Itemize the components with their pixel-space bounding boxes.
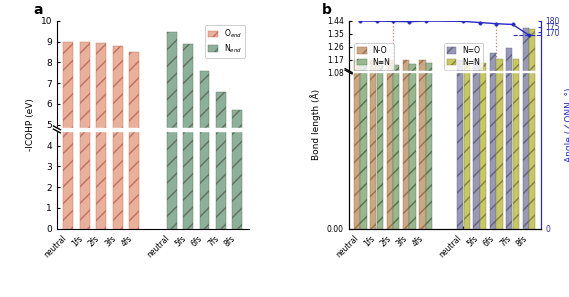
- Bar: [370, 60, 376, 229]
- Bar: [167, 31, 176, 229]
- Bar: [529, 29, 535, 229]
- Bar: [354, 60, 360, 229]
- Bar: [129, 52, 139, 229]
- Bar: [96, 43, 106, 229]
- Bar: [506, 48, 513, 229]
- Bar: [216, 92, 226, 229]
- Bar: [403, 60, 409, 229]
- Bar: [393, 65, 399, 229]
- Legend: N=O, N=N: N=O, N=N: [444, 43, 484, 70]
- Y-axis label: Angle (∠ONN, °): Angle (∠ONN, °): [566, 88, 569, 162]
- Bar: [464, 63, 470, 229]
- Bar: [386, 60, 393, 229]
- Text: b: b: [321, 3, 332, 17]
- Bar: [473, 59, 480, 229]
- Y-axis label: Bond length (Å): Bond length (Å): [310, 89, 321, 160]
- Text: a: a: [34, 3, 43, 17]
- Y-axis label: -ICOHP (eV): -ICOHP (eV): [26, 98, 35, 151]
- Bar: [457, 60, 463, 229]
- Bar: [490, 53, 496, 229]
- Bar: [183, 44, 193, 229]
- Bar: [523, 28, 529, 229]
- Bar: [426, 63, 432, 229]
- Bar: [232, 110, 242, 229]
- Bar: [410, 64, 416, 229]
- Bar: [419, 60, 426, 229]
- Bar: [113, 46, 122, 229]
- Bar: [360, 65, 366, 229]
- Bar: [496, 59, 502, 229]
- Bar: [480, 63, 486, 229]
- Bar: [200, 71, 209, 229]
- Bar: [80, 42, 90, 229]
- Bar: [513, 59, 519, 229]
- Bar: [64, 42, 73, 229]
- Bar: [377, 65, 383, 229]
- Legend: O$_{end}$, N$_{end}$: O$_{end}$, N$_{end}$: [205, 25, 245, 58]
